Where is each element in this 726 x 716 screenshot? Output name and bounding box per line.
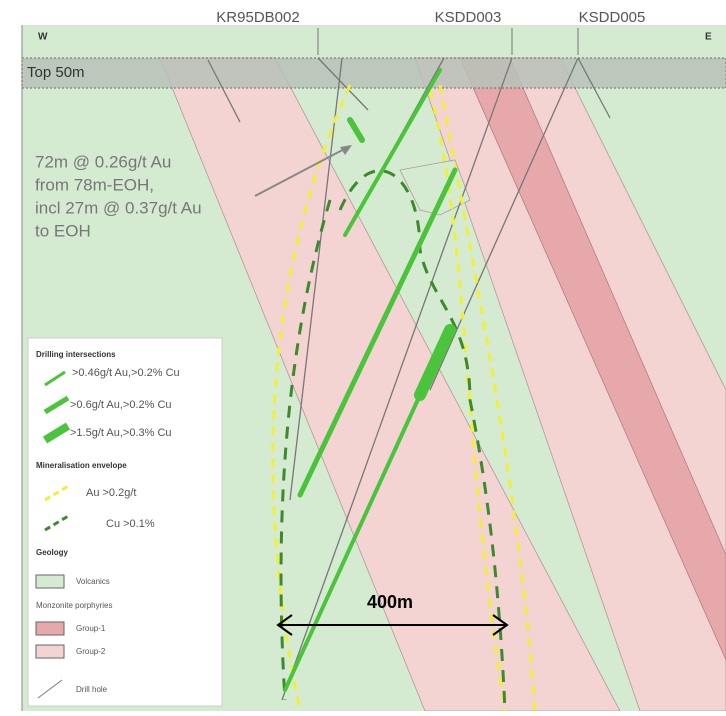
legend-label: Group-1 [76,624,106,633]
legend-label: Group-2 [76,647,106,656]
west: W [38,32,48,43]
hole-label: KR95DB002 [216,9,299,26]
callout-arrow [254,145,351,197]
legend-label: Au >0.2g/t [86,487,136,499]
intersections [283,68,458,692]
annotation-line: incl 27m @ 0.37g/t Au [35,198,202,217]
annotation-line: from 78m-EOH, [35,175,154,194]
legend-title: Monzonite porphyries [36,601,112,610]
band-label: Top 50m [27,64,85,81]
legend-label: Volcanics [76,577,110,586]
hole-label: KSDD003 [435,9,502,26]
legend-swatch [35,644,65,659]
hole-leaders [317,28,579,55]
legend-title: Mineralisation envelope [36,461,127,470]
east: E [705,32,712,43]
legend: Drilling intersections >0.46g/t Au,>0.2%… [27,337,223,707]
legend-label: >0.46g/t Au,>0.2% Cu [72,367,180,379]
legend-swatch [35,621,65,636]
legend-swatch [44,370,66,387]
hole-label: KSDD005 [579,9,646,26]
legend-label: >1.5g/t Au,>0.3% Cu [70,427,172,439]
au-envelope [271,84,537,712]
annotation: 72m @ 0.26g/t Au from 78m-EOH, incl 27m … [35,152,202,240]
legend-swatch [43,395,70,415]
annotation-line: to EOH [35,221,91,240]
scale-head [492,614,509,636]
legend-swatch [42,422,71,444]
legend-swatch [35,574,65,589]
scale-head [276,614,293,636]
legend-swatch [44,513,71,532]
legend-title: Geology [36,548,69,557]
top-band [21,57,726,89]
annotation-line: 72m @ 0.26g/t Au [35,152,171,171]
legend-label: Cu >0.1% [106,518,155,530]
scale-label: 400m [367,592,413,612]
legend-swatch [44,483,71,502]
callout-head [340,145,352,155]
legend-label: >0.6g/t Au,>0.2% Cu [70,399,172,411]
legend-title: Drilling intersections [36,350,116,359]
legend-label: Drill hole [76,685,108,694]
legend-swatch [37,679,63,699]
drill-holes [207,57,611,701]
